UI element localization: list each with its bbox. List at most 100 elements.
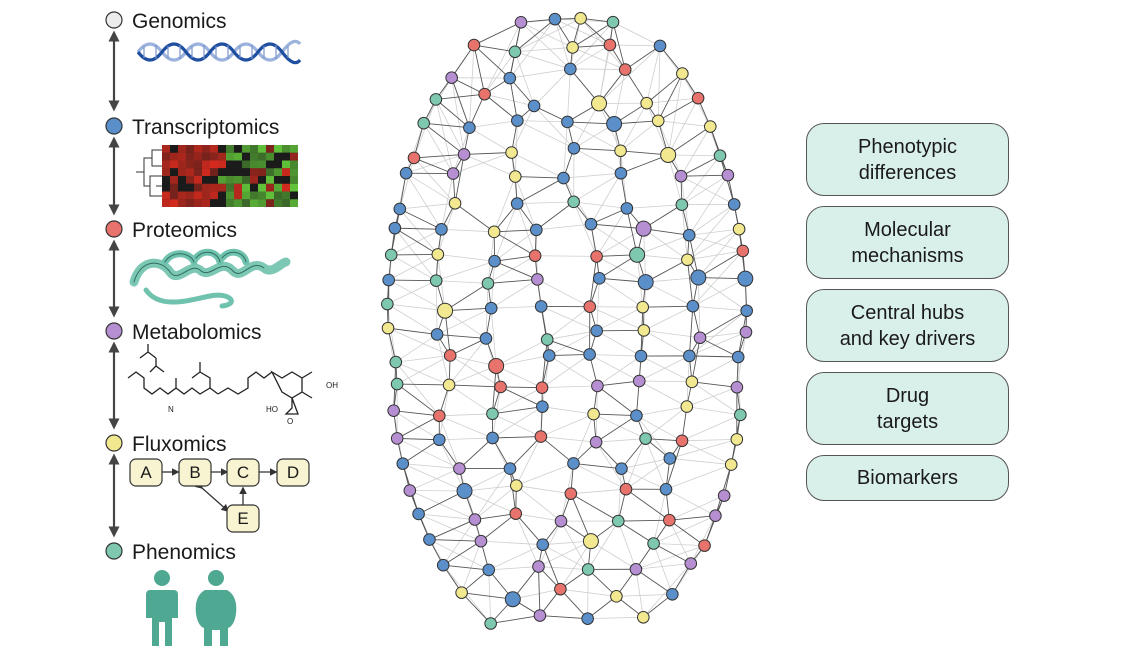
network-edge bbox=[698, 250, 744, 278]
genomics-dot bbox=[105, 11, 123, 29]
network-back-edge bbox=[626, 204, 682, 209]
network-node bbox=[583, 348, 596, 361]
network-node bbox=[581, 612, 594, 625]
output-molecular-mechanisms: Molecular mechanisms bbox=[806, 206, 1009, 279]
network-node bbox=[443, 349, 457, 362]
network-node bbox=[561, 115, 574, 129]
network-back-edge bbox=[573, 463, 627, 490]
network-back-edge bbox=[687, 204, 735, 261]
network-node bbox=[479, 332, 493, 345]
network-node bbox=[531, 273, 544, 286]
network-back-edge bbox=[442, 519, 476, 566]
network-back-edge bbox=[643, 330, 690, 357]
heatmap-cell bbox=[282, 176, 290, 184]
network-back-edge bbox=[636, 415, 671, 459]
network-back-edge bbox=[573, 172, 622, 203]
network-back-edge bbox=[692, 305, 747, 312]
network-edge bbox=[620, 154, 669, 174]
network-node bbox=[384, 248, 398, 262]
network-back-edge bbox=[409, 468, 460, 491]
network-back-edge bbox=[689, 310, 747, 357]
network-back-edge bbox=[542, 540, 591, 546]
network-back-edge bbox=[537, 279, 590, 308]
network-edge bbox=[699, 310, 747, 339]
heatmap-cell bbox=[226, 191, 234, 200]
heatmap-cell bbox=[194, 183, 202, 192]
heatmap-cell bbox=[186, 191, 194, 200]
network-node bbox=[484, 617, 497, 630]
heatmap-cell bbox=[258, 191, 266, 200]
network-back-edge bbox=[474, 485, 517, 520]
network-back-edge bbox=[687, 228, 740, 261]
network-back-edge bbox=[657, 45, 661, 121]
chem-o-label: O bbox=[287, 417, 293, 426]
network-node bbox=[659, 483, 673, 496]
network-back-edge bbox=[573, 413, 594, 464]
heatmap-cell bbox=[234, 199, 242, 207]
network-back-edge bbox=[448, 365, 497, 386]
heatmap-cell bbox=[290, 160, 298, 169]
heatmap-cell bbox=[178, 160, 186, 169]
network-edge bbox=[388, 279, 437, 282]
network-back-edge bbox=[405, 154, 465, 174]
network-back-edge bbox=[596, 330, 642, 357]
network-node bbox=[703, 120, 717, 133]
network-edge bbox=[396, 383, 440, 417]
network-back-edge bbox=[484, 93, 535, 107]
network-node bbox=[634, 349, 648, 363]
heatmap-cell bbox=[186, 160, 194, 169]
network-back-edge bbox=[590, 223, 638, 256]
network-back-edge bbox=[554, 19, 571, 70]
network-edge bbox=[625, 488, 670, 521]
network-node bbox=[389, 355, 403, 369]
network-edge bbox=[580, 18, 611, 46]
network-edge bbox=[451, 44, 475, 78]
network-node bbox=[740, 304, 753, 318]
network-edge bbox=[494, 229, 537, 233]
network-node bbox=[442, 378, 456, 392]
phenomics-label: Phenomics bbox=[132, 541, 236, 564]
network-edge bbox=[514, 18, 556, 53]
network-back-edge bbox=[514, 51, 535, 107]
network-back-edge bbox=[395, 334, 438, 363]
network-node bbox=[619, 482, 633, 496]
network-node bbox=[505, 146, 518, 159]
network-edge bbox=[549, 354, 590, 357]
heatmap-cell bbox=[186, 145, 194, 153]
network-node bbox=[435, 223, 448, 236]
network-back-edge bbox=[567, 68, 571, 122]
network-back-edge bbox=[395, 355, 451, 363]
network-node bbox=[590, 324, 603, 338]
heatmap-cell bbox=[178, 191, 186, 200]
network-back-edge bbox=[449, 355, 501, 388]
network-edge bbox=[450, 338, 487, 356]
larger-person-icon bbox=[195, 570, 237, 646]
heatmap-cell bbox=[226, 152, 234, 161]
network-back-edge bbox=[514, 17, 581, 53]
network-node bbox=[675, 198, 689, 211]
heatmap-cell bbox=[178, 168, 186, 176]
network-back-edge bbox=[617, 520, 637, 570]
heatmap-cell bbox=[250, 160, 258, 169]
svg-text:D: D bbox=[287, 463, 299, 482]
network-node bbox=[527, 99, 541, 113]
omics-legend: Genomics Transcriptomics Proteomics Meta… bbox=[105, 10, 279, 564]
heatmap-cell bbox=[242, 160, 250, 169]
network-back-edge bbox=[597, 355, 642, 387]
flux-pathway-diagram: A B C D E bbox=[129, 458, 310, 533]
network-back-edge bbox=[573, 201, 597, 257]
network-back-edge bbox=[596, 438, 646, 443]
heatmap-cell bbox=[202, 191, 210, 200]
network-node bbox=[660, 146, 677, 163]
heatmap-cell bbox=[242, 145, 250, 153]
network-back-edge bbox=[515, 436, 542, 486]
network-node bbox=[432, 409, 446, 423]
network-back-edge bbox=[625, 438, 646, 490]
network-node bbox=[675, 434, 689, 448]
heatmap-cell bbox=[162, 176, 170, 184]
network-node bbox=[494, 380, 507, 394]
heatmap-cell bbox=[234, 145, 242, 153]
network-back-edge bbox=[496, 355, 550, 367]
network-back-edge bbox=[491, 279, 538, 309]
network-back-edge bbox=[517, 120, 575, 149]
